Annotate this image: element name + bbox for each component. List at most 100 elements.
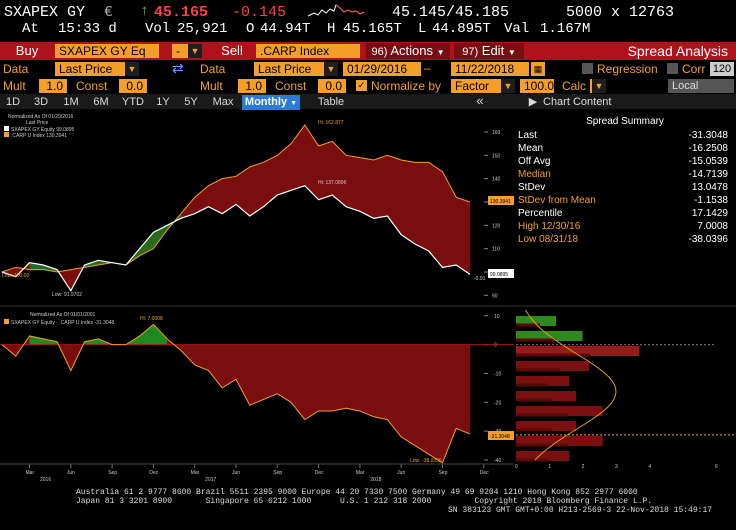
low-label: L [418,21,427,37]
histogram-bar-sub [516,428,552,432]
spread-last-value: -31.3048 [490,434,510,440]
date-separator: – [424,61,431,75]
volume-label: Vol [145,21,171,37]
spread-last-tag [488,431,514,440]
period-max[interactable]: Max [212,96,234,108]
summary-row: Percentile 17.1429 [514,207,736,220]
data1-select[interactable]: Last Price ▼ [55,62,139,76]
histogram-bar [516,436,603,446]
chevron-down-icon: ▼ [324,62,338,76]
histogram-bar-sub [516,458,548,462]
normalize-select[interactable]: Factor ▼ [451,79,515,93]
histogram-bar [516,316,556,326]
histogram-bar [516,346,640,356]
traded-value: 1.167M [540,21,591,37]
histogram-bar-sub [516,383,548,387]
triangle-right-icon[interactable]: ▶ [528,96,538,108]
top-legend-series1: SXAPEX GY Equity 99.0895 [11,127,75,133]
legend-swatch-spread [4,319,9,324]
period-ytd[interactable]: YTD [122,96,144,108]
histogram-bar-sub [516,413,568,417]
start-low-annotation: Low: 100.00 [2,273,29,279]
x-tick-label: Mar [191,470,200,476]
frequency-value: Monthly [244,96,288,108]
period-5y[interactable]: 5Y [184,96,198,108]
timezone-select[interactable]: Local [668,79,734,93]
edit-menu[interactable]: 97) Edit ▼ [454,43,524,59]
histogram-x-tick-label: 1 [548,464,551,470]
corr-period-field[interactable]: 120 [710,62,734,76]
chart-content-button[interactable]: Chart Content [543,96,612,108]
sparkline-icon [307,4,365,17]
swap-icon[interactable]: ⇄ [172,60,184,76]
bottom-y-tick-label: -40 [494,458,501,464]
summary-row-label: Last [518,130,537,141]
series-line-carp [1,124,471,273]
buy-button[interactable]: Buy [6,43,48,59]
sell-button[interactable]: Sell [212,43,252,59]
histogram-bar-sub [516,323,540,327]
actions-label: Actions [390,43,433,58]
calc-select[interactable]: ▼ [590,79,606,93]
period-1y[interactable]: 1Y [156,96,170,108]
spread-low-annotation: Low: -38.0396 [410,458,442,464]
data2-select[interactable]: Last Price ▼ [254,62,338,76]
security1-field[interactable]: SXAPEX GY Eq [55,44,159,58]
up-arrow-icon: ↑ [140,3,150,20]
const2-field[interactable]: 0.0 [318,79,346,93]
bottom-y-tick-label: -10 [494,371,501,377]
regression-checkbox[interactable] [582,63,593,74]
top-legend-series1-label: SXAPEX GY Equity [11,127,55,133]
chevron-down-icon: ▼ [436,48,445,57]
bid-ask: 45.145/45.185 [392,4,510,21]
period-6m[interactable]: 6M [93,96,109,108]
x-tick-label: Jun [232,470,240,476]
histogram-bar-sub [516,338,556,342]
summary-row-value: 13.0478 [691,182,728,193]
spread-chart-area: 16015014013012011010090 Normalized As Of… [0,110,736,483]
start-date-field[interactable]: 01/29/2016 [343,62,421,76]
volume: 25,921 [177,21,228,37]
histogram-bar-sub [516,398,552,402]
mult2-field[interactable]: 1.0 [238,79,266,93]
histogram-x-axis: 0 1 2 3 4 6 [515,464,718,470]
histogram-x-tick-label: 3 [615,464,618,470]
histogram-bar [516,376,570,386]
operator-select[interactable]: - ▼ [172,44,202,58]
security2-value: .CARP Index [260,44,330,58]
security2-field[interactable]: .CARP Index [256,44,360,58]
x-tick-label: Dec [149,470,158,476]
legend-swatch-carp [4,132,9,137]
x-year-label: 2016 [40,477,51,483]
const1-field[interactable]: 0.0 [119,79,147,93]
histogram-bar [516,451,570,461]
summary-row: Low 08/31/18 -38.0396 [514,233,736,246]
normalize-checkbox[interactable]: ✓ [356,80,367,91]
normalize-value: Factor [455,79,490,93]
summary-row-label: Off Avg [518,156,551,167]
period-3d[interactable]: 3D [33,96,49,108]
footer-line1: Australia 61 2 9777 8600 Brazil 5511 239… [76,488,638,497]
calendar-icon[interactable]: ▦ [531,62,545,76]
value-label: Val [504,21,530,37]
end-date-field[interactable]: 11/22/2018 [451,62,529,76]
frequency-select[interactable]: Monthly ▼ [242,95,300,111]
top-y-tick-label: 160 [492,130,501,136]
chevron-down-icon: ▼ [592,79,606,93]
corr-checkbox[interactable] [667,63,678,74]
summary-row-value: -15.0539 [688,156,728,167]
period-1m[interactable]: 1M [63,96,79,108]
actions-menu[interactable]: 96) Actions ▼ [366,43,450,59]
table-button[interactable]: Table [317,96,345,108]
histogram-x-tick-label: 6 [715,464,718,470]
summary-row-value: -31.3048 [688,130,728,141]
double-chevron-left-icon[interactable]: « [476,93,484,108]
end-date-value: 11/22/2018 [455,62,515,76]
currency: € [104,4,114,21]
period-1d[interactable]: 1D [5,96,21,108]
data2-value: Last Price [258,62,312,76]
top-y-tick-label: 120 [492,223,501,229]
mult1-field[interactable]: 1.0 [39,79,67,93]
factor-field[interactable]: 100.0 [520,79,554,93]
top-legend-series2-value: 130.3941 [46,133,67,139]
